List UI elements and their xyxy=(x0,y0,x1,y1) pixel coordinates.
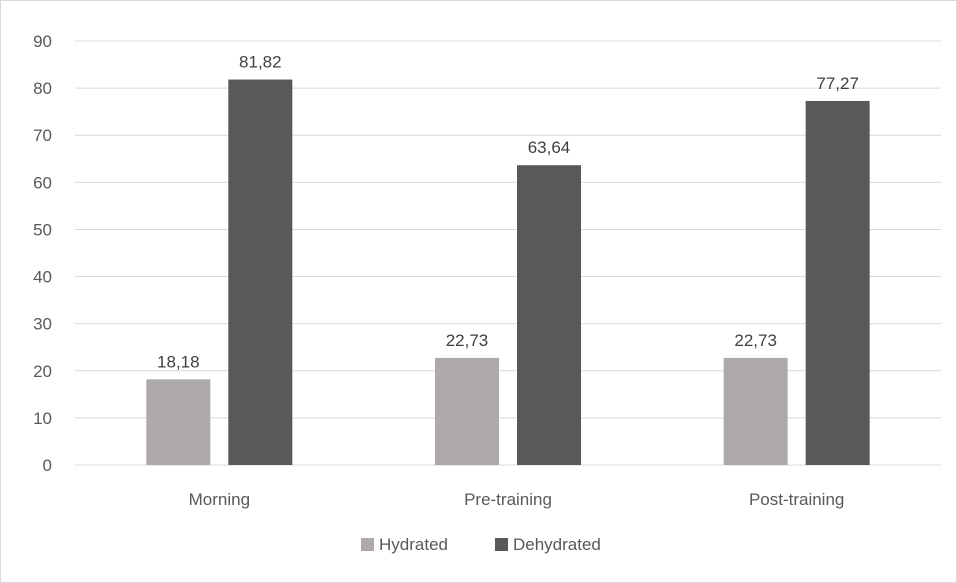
bar-hydrated-pre-training xyxy=(435,357,499,465)
x-category-label: Post-training xyxy=(749,490,844,509)
data-label: 81,82 xyxy=(239,53,282,72)
data-label: 22,73 xyxy=(446,331,489,350)
y-tick-label: 10 xyxy=(33,409,52,428)
y-tick-label: 50 xyxy=(33,220,52,239)
legend-swatch-dehydrated xyxy=(495,538,508,551)
y-tick-label: 40 xyxy=(33,268,52,287)
data-label: 77,27 xyxy=(816,74,859,93)
legend: Hydrated Dehydrated xyxy=(361,535,601,554)
x-category-label: Pre-training xyxy=(464,490,552,509)
data-label: 18,18 xyxy=(157,352,200,371)
data-label: 63,64 xyxy=(528,138,571,157)
legend-label-hydrated: Hydrated xyxy=(379,535,448,554)
y-tick-label: 70 xyxy=(33,126,52,145)
x-axis-category-labels: Morning Pre-training Post-training xyxy=(189,490,845,509)
bar-hydrated-post-training xyxy=(723,357,788,465)
y-tick-label: 60 xyxy=(33,173,52,192)
y-tick-label: 20 xyxy=(33,362,52,381)
y-tick-label: 0 xyxy=(43,456,52,475)
legend-label-dehydrated: Dehydrated xyxy=(513,535,601,554)
bar-hydrated-morning xyxy=(146,379,211,465)
data-labels: 18,18 81,82 22,73 63,64 22,73 77,27 xyxy=(157,53,859,372)
gridlines xyxy=(75,40,941,466)
data-label: 22,73 xyxy=(734,331,777,350)
bar-dehydrated-post-training xyxy=(805,100,870,465)
bar-dehydrated-morning xyxy=(228,79,293,465)
y-tick-label: 80 xyxy=(33,79,52,98)
x-category-label: Morning xyxy=(189,490,250,509)
y-axis-tick-labels: 0 10 20 30 40 50 60 70 80 90 xyxy=(33,32,52,475)
y-tick-label: 30 xyxy=(33,315,52,334)
bar-dehydrated-pre-training xyxy=(517,165,581,466)
bars xyxy=(146,79,870,466)
legend-swatch-hydrated xyxy=(361,538,374,551)
y-tick-label: 90 xyxy=(33,32,52,51)
